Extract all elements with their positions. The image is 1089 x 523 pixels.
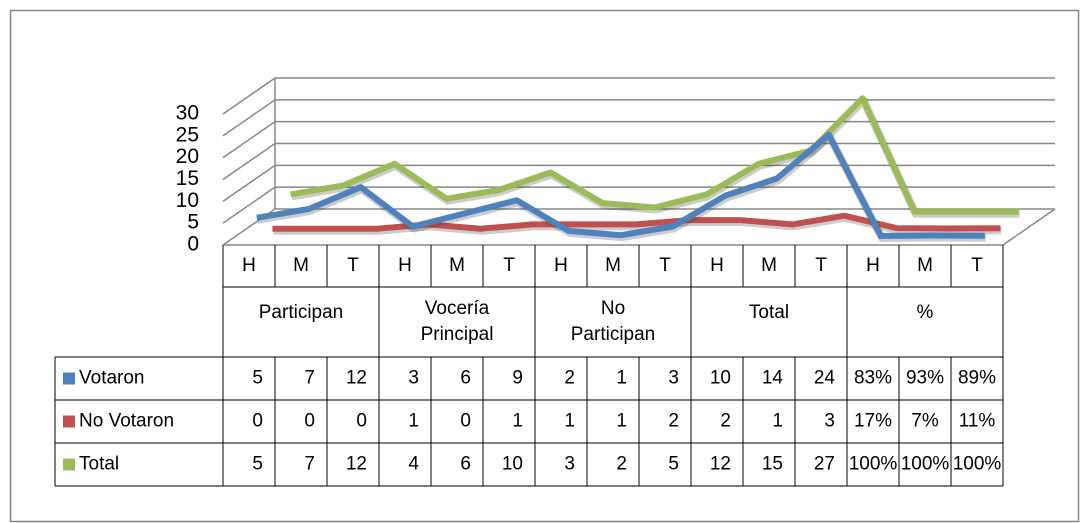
group-label-line: Principal bbox=[421, 324, 494, 345]
table-value: 2 bbox=[668, 411, 679, 432]
x-tick-label: M bbox=[449, 255, 465, 276]
group-label: Vocería Principal bbox=[421, 298, 494, 345]
group-label-line: Vocería bbox=[425, 298, 490, 319]
table-value: 100% bbox=[849, 454, 898, 475]
series-line bbox=[256, 131, 985, 239]
y-tick-label: 15 bbox=[176, 167, 199, 190]
x-tick-label: T bbox=[659, 255, 671, 276]
legend-swatch bbox=[63, 415, 75, 428]
table-value: 83% bbox=[854, 368, 892, 389]
table-value: 12 bbox=[710, 454, 731, 475]
table-value: 3 bbox=[668, 368, 679, 389]
x-tick-label: M bbox=[917, 255, 933, 276]
table-value: 7 bbox=[304, 368, 315, 389]
table-value: 100% bbox=[953, 454, 1002, 475]
legend-label: Votaron bbox=[79, 368, 145, 389]
table-value: 2 bbox=[564, 368, 575, 389]
x-tick-label: T bbox=[971, 255, 983, 276]
legend-label: Total bbox=[79, 454, 119, 475]
y-tick-label: 5 bbox=[187, 211, 199, 234]
table-value: 3 bbox=[824, 411, 835, 432]
table-value: 5 bbox=[668, 454, 679, 475]
y-tick-label: 25 bbox=[176, 123, 199, 146]
group-label: Participan bbox=[259, 302, 344, 323]
table-value: 1 bbox=[564, 411, 575, 432]
table-value: 0 bbox=[356, 411, 367, 432]
group-label: % bbox=[917, 302, 934, 323]
table-value: 100% bbox=[901, 454, 950, 475]
table-value: 1 bbox=[616, 368, 627, 389]
table-value: 12 bbox=[346, 368, 367, 389]
table-value: 3 bbox=[564, 454, 575, 475]
table-value: 6 bbox=[460, 368, 471, 389]
table-value: 2 bbox=[720, 411, 731, 432]
y-tick-label: 0 bbox=[187, 233, 199, 256]
table-value: 4 bbox=[408, 454, 419, 475]
group-label: No Participan bbox=[571, 298, 656, 345]
table-value: 11% bbox=[959, 411, 996, 432]
table-value: 24 bbox=[814, 368, 836, 389]
table-value: 0 bbox=[460, 411, 471, 432]
x-tick-label: M bbox=[605, 255, 621, 276]
chart-frame bbox=[9, 9, 1080, 523]
x-tick-label: H bbox=[866, 255, 880, 276]
x-tick-label: M bbox=[293, 255, 309, 276]
y-tick-label: 20 bbox=[176, 145, 199, 168]
table-value: 9 bbox=[512, 368, 523, 389]
table-value: 1 bbox=[772, 411, 783, 432]
table-value: 7% bbox=[911, 411, 939, 432]
table-value: 1 bbox=[512, 411, 523, 432]
group-label-line: Participan bbox=[571, 324, 656, 345]
x-tick-label: T bbox=[503, 255, 515, 276]
table-value: 1 bbox=[616, 411, 627, 432]
x-tick-label: H bbox=[242, 255, 256, 276]
group-label-line: No bbox=[601, 298, 625, 319]
x-tick-label: H bbox=[710, 255, 724, 276]
table-value: 10 bbox=[502, 454, 523, 475]
y-tick-label: 30 bbox=[176, 102, 199, 125]
table-value: 12 bbox=[346, 454, 367, 475]
table-value: 1 bbox=[408, 411, 419, 432]
series-line bbox=[272, 212, 1001, 232]
legend-label: No Votaron bbox=[79, 411, 174, 432]
table-value: 5 bbox=[252, 368, 263, 389]
table-value: 17% bbox=[854, 411, 892, 432]
x-tick-label: T bbox=[815, 255, 827, 276]
table-value: 0 bbox=[304, 411, 315, 432]
x-tick-label: H bbox=[398, 255, 412, 276]
table-value: 6 bbox=[460, 454, 471, 475]
table-value: 14 bbox=[762, 368, 784, 389]
table-value: 5 bbox=[252, 454, 263, 475]
x-tick-label: H bbox=[554, 255, 568, 276]
group-label: Total bbox=[749, 302, 789, 323]
table-value: 15 bbox=[762, 454, 783, 475]
legend-swatch bbox=[63, 372, 75, 385]
table-value: 7 bbox=[304, 454, 315, 475]
table-value: 93% bbox=[906, 368, 944, 389]
legend-swatch bbox=[63, 458, 75, 471]
table-value: 3 bbox=[408, 368, 419, 389]
table-value: 27 bbox=[814, 454, 835, 475]
x-tick-label: M bbox=[761, 255, 777, 276]
table-value: 0 bbox=[252, 411, 263, 432]
table-value: 10 bbox=[710, 368, 731, 389]
table-value: 89% bbox=[958, 368, 996, 389]
x-tick-label: T bbox=[347, 255, 359, 276]
series-line bbox=[290, 95, 1019, 215]
table-value: 2 bbox=[616, 454, 627, 475]
y-tick-label: 10 bbox=[176, 189, 199, 212]
